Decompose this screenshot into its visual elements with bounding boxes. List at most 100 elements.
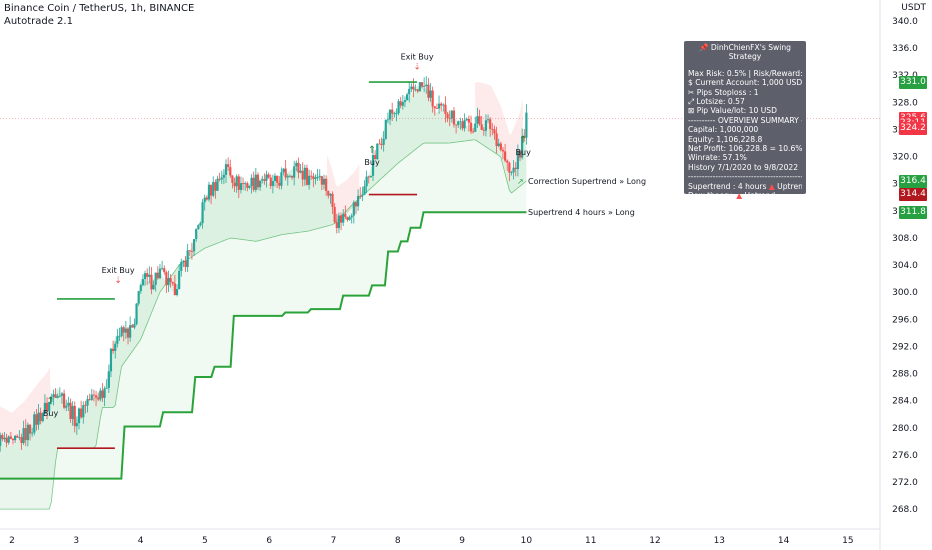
time-tick-label: 4 (138, 536, 144, 546)
candle-body (271, 180, 274, 186)
candle-body (425, 84, 428, 87)
price-tick-label: 276.0 (892, 451, 918, 461)
candle-body (214, 182, 217, 191)
candle-body (180, 262, 183, 271)
candle-body (339, 215, 343, 223)
candle-body (521, 136, 524, 158)
candle-body (412, 86, 415, 90)
candle-body (156, 272, 159, 279)
candle-body (367, 176, 370, 178)
candle-body (41, 413, 44, 422)
candle-body (58, 395, 61, 397)
candle-body (246, 183, 249, 188)
candle-body (50, 396, 53, 402)
candle-body (152, 284, 155, 290)
candle-body (18, 437, 21, 438)
candle-body (474, 123, 477, 132)
strategy-title: DinhChienFX's Swing Strategy (710, 43, 791, 62)
candle-body (361, 194, 364, 197)
candle-body (84, 405, 87, 406)
candle-body (374, 155, 377, 160)
price-tick-label: 288.0 (892, 370, 918, 380)
candle-body (491, 128, 494, 130)
exit-arrow-icon: ⇣ (413, 62, 421, 72)
candle-body (478, 116, 481, 125)
buy-arrow-icon: ↑ (46, 396, 54, 407)
candle-body (24, 428, 27, 441)
candle-body (310, 175, 313, 177)
candle-body (122, 327, 125, 333)
price-axis-ticks: 340.0336.0332.0328.0324.0320.0316.0312.0… (892, 17, 918, 515)
candle-body (154, 272, 157, 285)
candle-body (371, 155, 375, 176)
buy-signal-label: Buy (516, 148, 532, 157)
candles (0, 76, 528, 452)
candle-body (395, 113, 398, 115)
candle-body (235, 176, 238, 187)
price-tick-label: 300.0 (892, 288, 918, 298)
buy-signal-label: Buy (43, 409, 59, 418)
candle-body (465, 118, 468, 121)
candle-body (333, 206, 336, 223)
info-line-stoploss: ✂ Pips Stoploss : 1 (688, 87, 759, 97)
candle-body (508, 162, 511, 173)
candle-body (348, 217, 351, 220)
candle-body (444, 104, 447, 114)
candle-body (376, 143, 379, 160)
price-tick-label: 340.0 (892, 17, 918, 27)
price-tick-label: 292.0 (892, 342, 918, 352)
candle-body (386, 119, 390, 121)
candle-body (222, 174, 225, 178)
candle-body (244, 183, 247, 185)
candle-body (350, 215, 353, 218)
candle-body (126, 328, 130, 338)
candle-body (305, 167, 309, 185)
candle-body (414, 89, 417, 91)
candle-body (120, 327, 123, 336)
time-tick-label: 14 (778, 536, 790, 546)
candle-body (3, 437, 6, 440)
time-tick-label: 5 (202, 536, 208, 546)
summary-equity: Equity: 1,106,228.8 (688, 134, 763, 144)
price-tag: 324.2 (899, 121, 927, 135)
candle-body (365, 176, 368, 187)
candle-body (195, 229, 198, 240)
candle-body (512, 167, 515, 173)
candle-body (54, 394, 57, 398)
candle-body (278, 182, 281, 186)
summary-net-profit: Net Profit: 106,228.8 = 10.6% (688, 144, 802, 154)
candle-body (314, 177, 317, 179)
time-tick-label: 9 (459, 536, 465, 546)
candle-body (199, 223, 202, 226)
candle-body (254, 174, 257, 190)
price-tag: 316.4 (899, 174, 927, 188)
candle-body (65, 405, 68, 408)
candle-body (9, 436, 12, 439)
candle-body (26, 424, 29, 441)
time-tick-label: 2 (9, 536, 15, 546)
candle-body (188, 250, 191, 252)
candle-body (493, 129, 496, 134)
candle-body (137, 291, 140, 304)
uptrend-arrow-icon: ▲ (736, 191, 743, 201)
trend-dow-label: Dow theory: (688, 191, 734, 201)
candle-body (197, 225, 200, 230)
candle-body (160, 268, 164, 270)
candle-body (337, 215, 341, 229)
candle-body (322, 178, 326, 185)
candle-body (446, 113, 449, 119)
trend-supertrend-value: Uptrend (777, 181, 802, 191)
summary-capital: Capital: 1,000,000 (688, 125, 759, 135)
candle-body (327, 190, 330, 196)
price-tick-label: 272.0 (892, 478, 918, 488)
candle-body (495, 133, 498, 147)
time-tick-label: 8 (395, 536, 401, 546)
resistance-fill (474, 82, 524, 177)
summary-winrate: Winrate: 57.1% (688, 153, 747, 163)
candle-body (109, 348, 113, 372)
info-line-risk: Max Risk: 0.5% | Risk/Reward: 1/1 (688, 68, 802, 78)
price-tick-label: 320.0 (892, 153, 918, 163)
supertrend-4h-line (0, 211, 527, 480)
candle-body (393, 113, 396, 115)
